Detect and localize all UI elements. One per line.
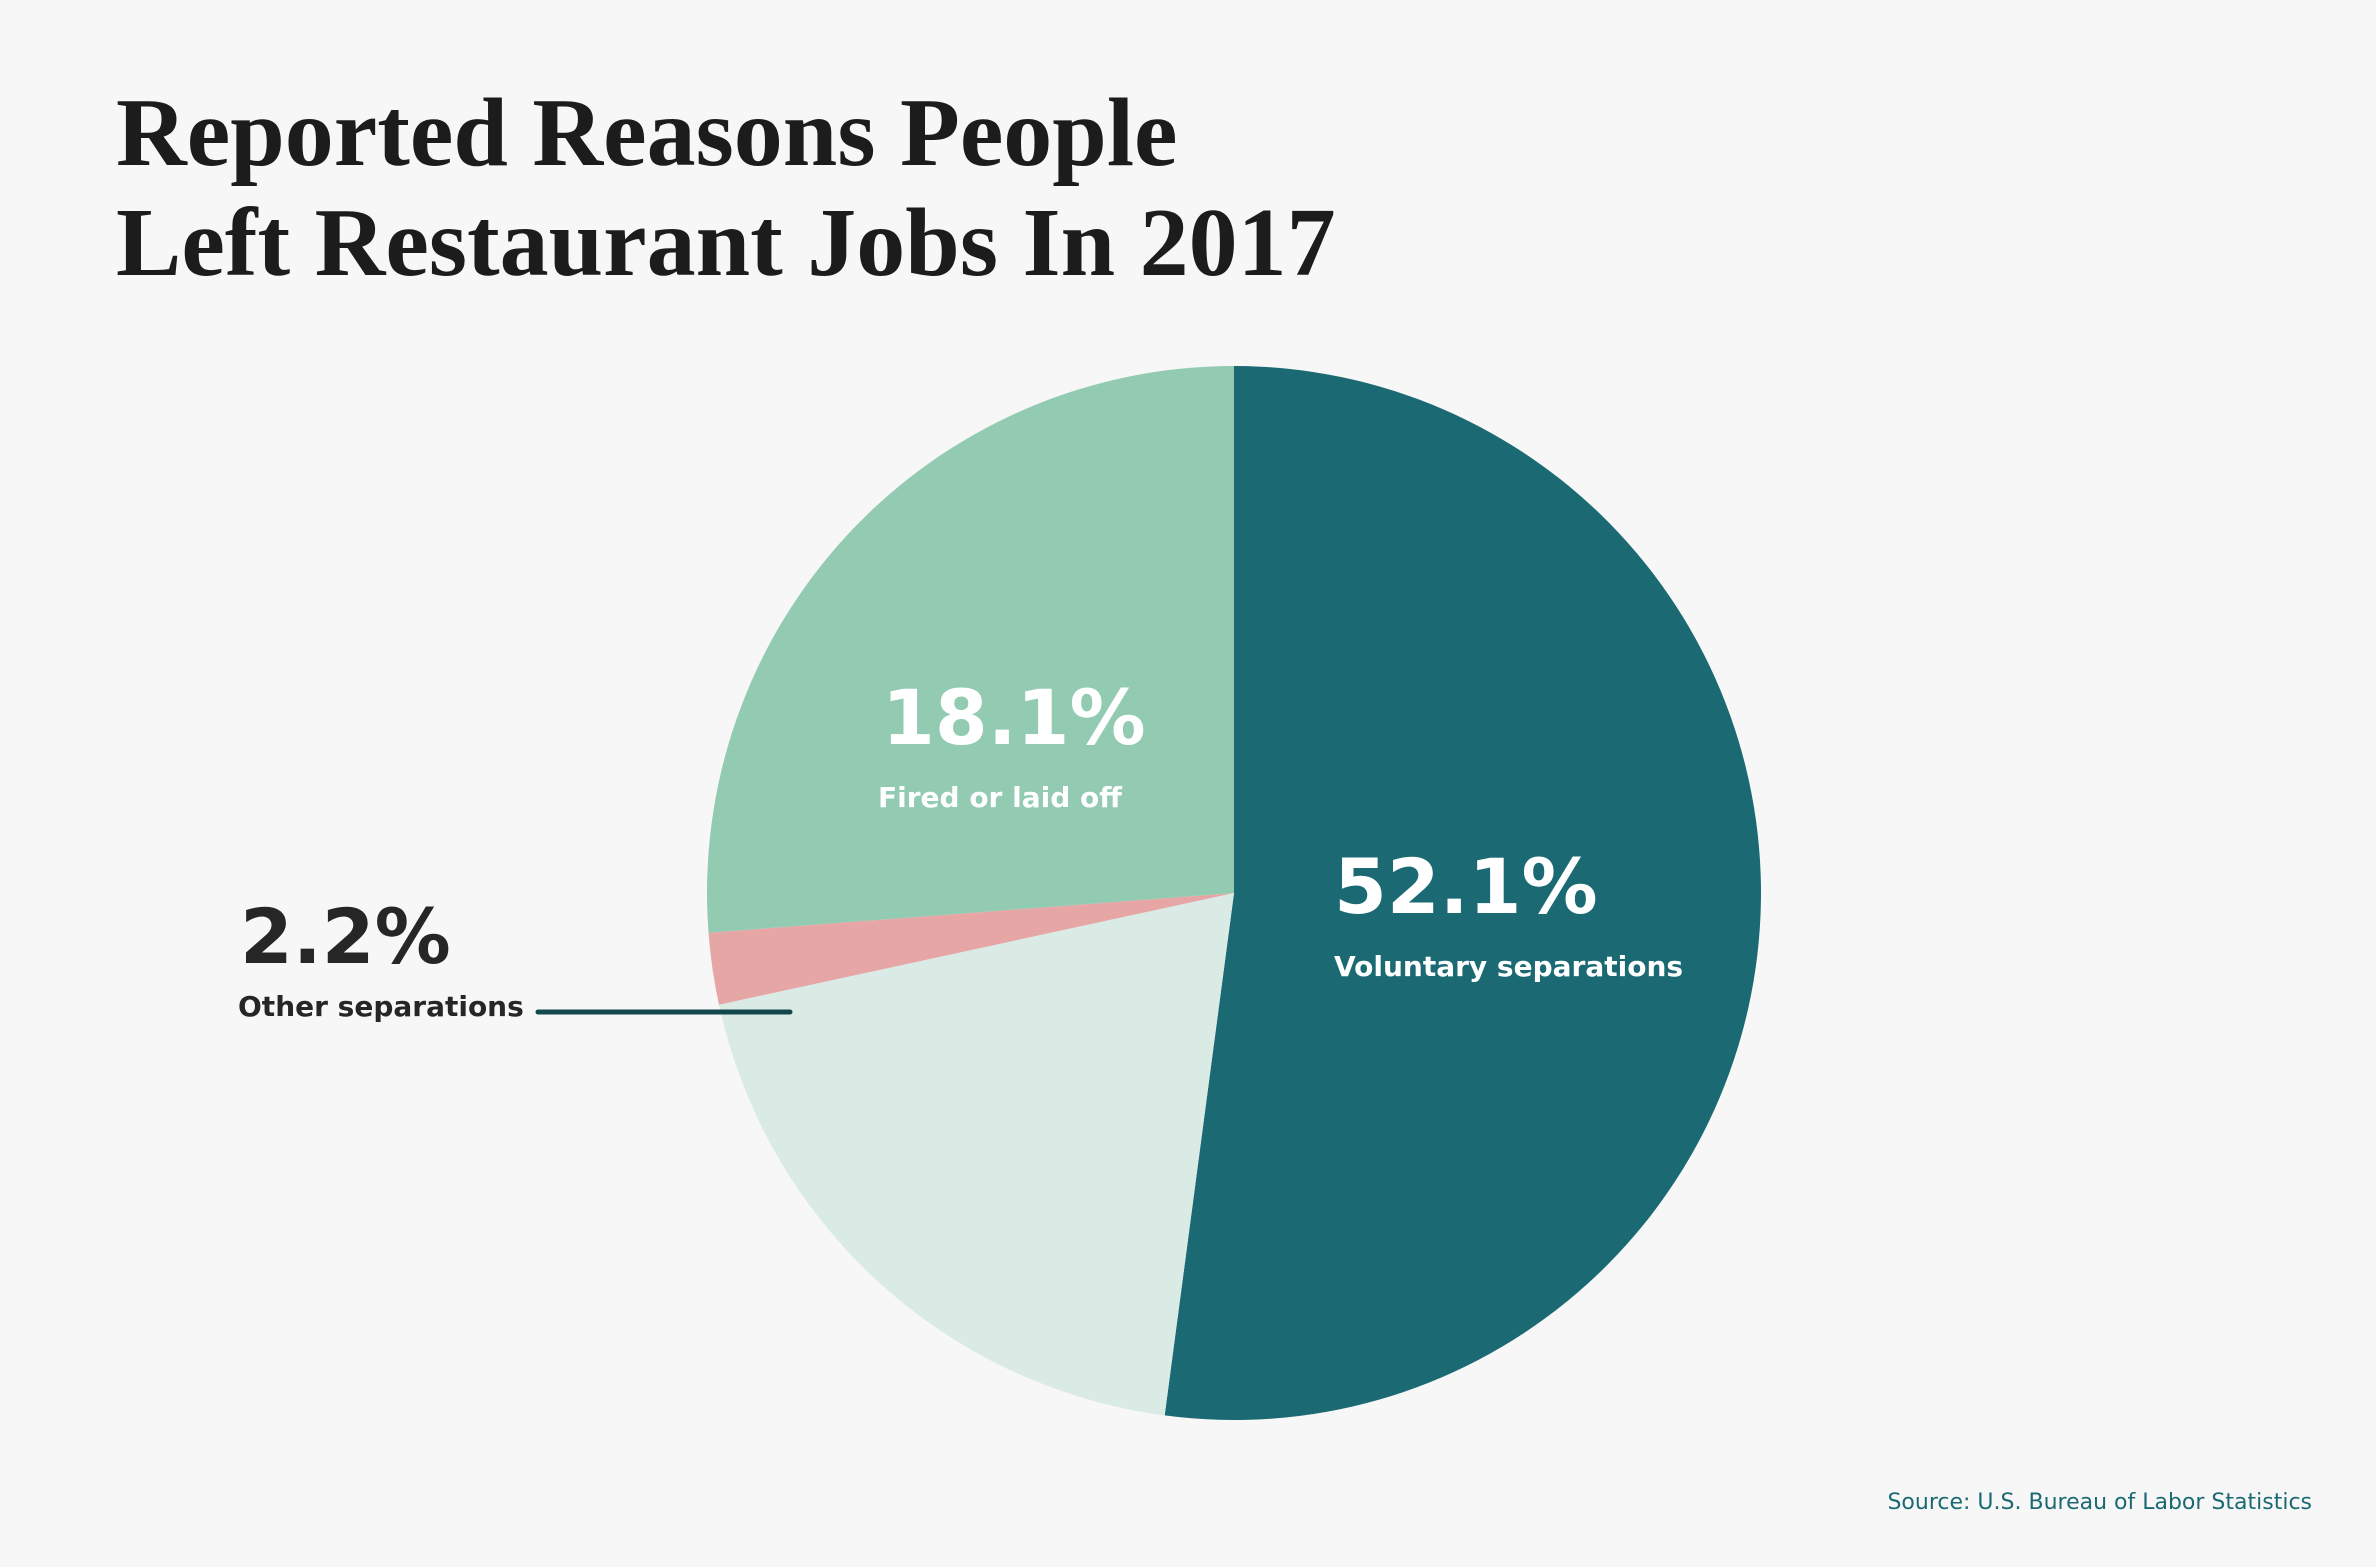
pie-slice-other — [708, 893, 1234, 1005]
pie-slice-unlabeled — [718, 893, 1234, 1416]
chart-title-line-1: Reported Reasons People — [116, 79, 1178, 187]
other-percent-label: 2.2% — [240, 892, 451, 981]
chart-title: Reported Reasons People Left Restaurant … — [116, 78, 1516, 298]
voluntary-category-label: Voluntary separations — [1334, 950, 1684, 983]
source-note: Source: U.S. Bureau of Labor Statistics — [1887, 1490, 2312, 1515]
fired-percent-label: 18.1% — [882, 673, 1146, 762]
pie-slice-voluntary — [1164, 366, 1761, 1420]
fired-category-label: Fired or laid off — [878, 781, 1122, 814]
chart-title-line-2: Left Restaurant Jobs In 2017 — [116, 189, 1336, 297]
pie-slice-fired — [707, 365, 1234, 933]
other-category-label: Other separations — [238, 990, 524, 1023]
voluntary-percent-label: 52.1% — [1334, 842, 1598, 931]
